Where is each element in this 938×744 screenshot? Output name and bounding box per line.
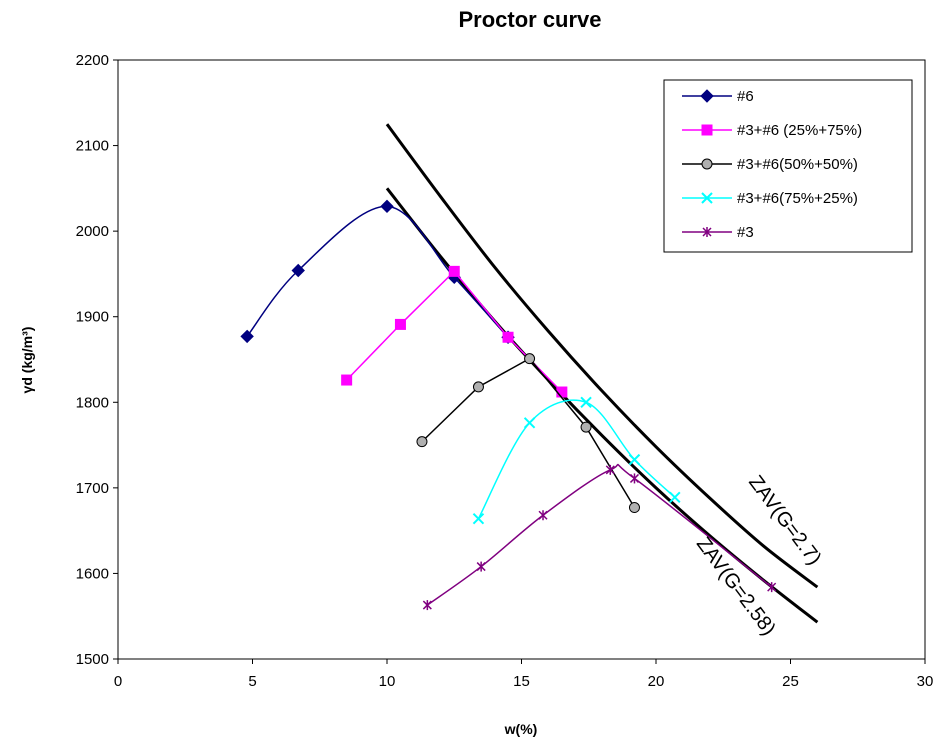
data-point [538,510,548,521]
x-axis: 0 5 10 15 20 25 30 [114,659,934,690]
series-line [477,399,676,520]
legend-label: #3+#6(50%+50%) [737,156,858,173]
x-tick-label: 30 [917,673,934,690]
legend-item: #3+#6(50%+50%) [682,156,858,173]
legend-label: #3+#6 (25%+75%) [737,122,862,139]
legend-item: #3 [682,224,754,241]
data-point [767,582,777,593]
data-point [580,396,592,408]
legend-item: #3+#6(75%+25%) [682,190,858,207]
series-4 [472,396,681,525]
data-point [523,417,536,429]
data-point [502,331,514,343]
y-axis: 1500 1600 1700 1800 1900 2000 2100 2200 [76,52,118,668]
series-3 [416,353,640,514]
data-point [628,453,641,466]
y-axis-label: γd (kg/m³) [19,327,35,394]
y-tick-label: 1900 [76,309,109,326]
legend-item: #6 [682,88,754,105]
data-point [448,265,460,277]
x-tick-label: 0 [114,673,122,690]
y-tick-label: 1500 [76,651,109,668]
data-point [628,502,640,514]
legend-label: #6 [737,88,754,105]
data-point [380,199,394,214]
data-point [556,386,568,398]
zav-curve-line [385,123,819,589]
legend-marker [701,192,713,204]
data-point [605,464,615,475]
data-point [341,374,353,386]
x-axis-label: w(%) [504,721,538,737]
data-point [629,473,640,484]
legend-marker [700,89,714,103]
y-tick-label: 2200 [76,52,109,69]
x-tick-label: 15 [513,673,530,690]
data-point [291,263,305,278]
legend-item: #3+#6 (25%+75%) [682,122,862,139]
data-point [472,381,484,393]
legend-marker [701,124,713,136]
y-tick-label: 1700 [76,480,109,497]
legend-label: #3+#6(75%+25%) [737,190,858,207]
y-tick-label: 1800 [76,394,109,411]
data-point [669,491,681,503]
series-5 [422,463,777,611]
data-point [524,353,536,365]
data-point [240,329,254,344]
legend-label: #3 [737,224,754,241]
legend-marker [702,227,712,237]
x-tick-label: 20 [648,673,665,690]
data-point [580,421,592,433]
data-point [476,561,486,572]
x-tick-label: 25 [782,673,799,690]
y-tick-label: 1600 [76,565,109,582]
chart-title: Proctor curve [458,7,601,32]
x-tick-label: 5 [248,673,256,690]
data-point [394,318,406,330]
legend: #6 #3+#6 (25%+75%) #3+#6(50%+50%) #3+#6(75%… [663,79,913,253]
x-tick-label: 10 [379,673,396,690]
y-tick-label: 2000 [76,223,109,240]
data-point [416,436,428,448]
data-series [240,199,777,611]
data-point [472,512,485,525]
y-tick-label: 2100 [76,138,109,155]
legend-marker [701,158,713,170]
data-point [422,600,432,611]
